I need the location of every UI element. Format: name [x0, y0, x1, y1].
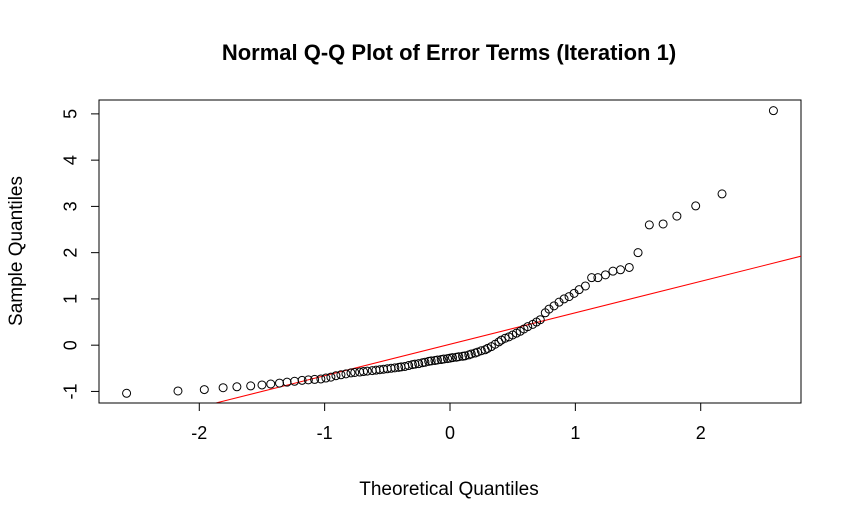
data-point — [326, 372, 336, 382]
data-point — [500, 333, 510, 343]
y-tick-label: 5 — [61, 109, 81, 119]
data-point — [275, 378, 285, 388]
data-point — [341, 369, 351, 379]
data-point — [218, 383, 228, 393]
x-tick-label: 2 — [696, 423, 706, 443]
data-point — [336, 370, 346, 380]
y-tick-label: 3 — [61, 201, 81, 211]
data-point — [246, 381, 256, 391]
data-point — [232, 382, 242, 392]
data-point — [199, 385, 209, 395]
data-point — [448, 353, 458, 363]
data-point — [359, 367, 369, 377]
x-axis-label: Theoretical Quantiles — [359, 479, 539, 500]
data-point — [593, 273, 603, 283]
data-point — [321, 373, 331, 383]
x-tick-label: 0 — [445, 423, 455, 443]
y-tick-label: 4 — [61, 155, 81, 165]
data-point — [316, 374, 326, 384]
data-point — [672, 211, 682, 221]
data-point — [297, 375, 307, 385]
points-layer — [122, 106, 778, 398]
data-point — [257, 380, 267, 390]
data-point — [266, 379, 276, 389]
data-point — [414, 359, 424, 369]
data-point — [564, 292, 574, 302]
data-point — [535, 315, 545, 325]
data-point — [608, 266, 618, 276]
data-point — [554, 297, 564, 307]
data-point — [362, 366, 372, 376]
data-point — [350, 367, 360, 377]
y-axis-label: Sample Quantiles — [6, 176, 27, 326]
data-point — [600, 270, 610, 280]
data-point — [768, 106, 778, 116]
data-point — [559, 294, 569, 304]
data-point — [633, 248, 643, 258]
data-point — [717, 189, 727, 199]
data-point — [615, 265, 625, 275]
data-point — [331, 371, 341, 381]
data-point — [460, 351, 470, 361]
y-tick-label: -1 — [61, 383, 81, 399]
data-point — [466, 349, 476, 359]
x-tick-label: -2 — [191, 423, 207, 443]
data-point — [310, 374, 320, 384]
plot-frame — [98, 99, 802, 404]
data-point — [426, 356, 436, 366]
data-point — [658, 219, 668, 229]
data-point — [544, 304, 554, 314]
data-point — [122, 388, 132, 398]
data-point — [439, 354, 449, 364]
data-point — [303, 375, 313, 385]
chart-title: Normal Q-Q Plot of Error Terms (Iteratio… — [222, 40, 676, 65]
data-point — [404, 361, 414, 371]
data-point — [432, 355, 442, 365]
data-point — [644, 220, 654, 230]
data-point — [290, 376, 300, 386]
y-axis: -1 0 1 2 3 4 5 — [61, 109, 100, 399]
data-point — [454, 352, 464, 362]
data-point — [346, 368, 356, 378]
data-point — [173, 386, 183, 396]
x-tick-label: 1 — [570, 423, 580, 443]
y-tick-label: 0 — [61, 340, 81, 350]
data-point — [580, 281, 590, 291]
y-tick-label: 1 — [61, 294, 81, 304]
y-tick-label: 2 — [61, 248, 81, 258]
data-point — [691, 201, 701, 211]
data-point — [624, 262, 634, 272]
data-point — [523, 322, 533, 332]
data-point — [476, 346, 486, 356]
x-tick-label: -1 — [317, 423, 333, 443]
data-point — [420, 357, 430, 367]
data-point — [587, 273, 597, 283]
data-point — [390, 363, 400, 373]
x-axis: -2 -1 0 1 2 — [191, 402, 706, 443]
